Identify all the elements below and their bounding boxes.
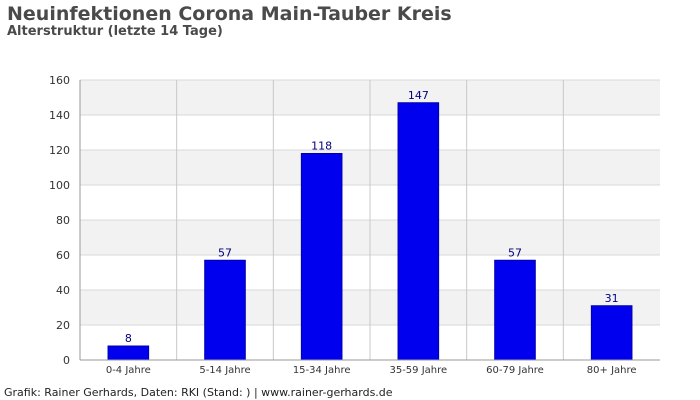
- bar: [397, 102, 440, 361]
- source-footer: Grafik: Rainer Gerhards, Daten: RKI (Sta…: [4, 386, 393, 399]
- y-tick-label: 80: [56, 214, 70, 227]
- chart-subtitle: Alterstruktur (letzte 14 Tage): [7, 24, 223, 39]
- y-tick-label: 0: [63, 354, 70, 367]
- y-tick-label: 100: [49, 179, 70, 192]
- bars: [107, 102, 633, 361]
- y-tick-label: 140: [49, 109, 70, 122]
- x-tick-label: 60-79 Jahre: [486, 365, 544, 376]
- x-tick-label: 5-14 Jahre: [199, 365, 250, 376]
- bar: [300, 153, 343, 361]
- y-tick-label: 20: [56, 319, 70, 332]
- y-axis-ticks: 0 20 40 60 80 100 120 140 160: [49, 74, 70, 367]
- data-label: 57: [508, 246, 522, 259]
- y-tick-label: 60: [56, 249, 70, 262]
- y-tick-label: 120: [49, 144, 70, 157]
- bar: [590, 305, 633, 361]
- bar: [494, 259, 536, 361]
- axes: [79, 80, 660, 361]
- x-tick-label: 35-59 Jahre: [389, 365, 447, 376]
- bar: [204, 259, 246, 361]
- x-tick-label: 15-34 Jahre: [293, 365, 351, 376]
- x-axis-ticks: 0-4 Jahre 5-14 Jahre 15-34 Jahre 35-59 Jahr…: [106, 365, 637, 376]
- gridlines: [80, 79, 660, 361]
- chart-title: Neuinfektionen Corona Main-Tauber Kreis: [7, 3, 452, 25]
- data-label: 31: [605, 292, 619, 305]
- data-labels: 8 57 118 147 57 31: [125, 89, 619, 345]
- data-label: 147: [408, 89, 429, 102]
- x-tick-label: 80+ Jahre: [587, 365, 637, 376]
- data-label: 8: [125, 332, 132, 345]
- y-tick-label: 40: [56, 284, 70, 297]
- data-label: 118: [311, 140, 332, 153]
- x-tick-label: 0-4 Jahre: [106, 365, 151, 376]
- bar: [107, 345, 150, 361]
- data-label: 57: [218, 246, 232, 259]
- y-tick-label: 160: [49, 74, 70, 87]
